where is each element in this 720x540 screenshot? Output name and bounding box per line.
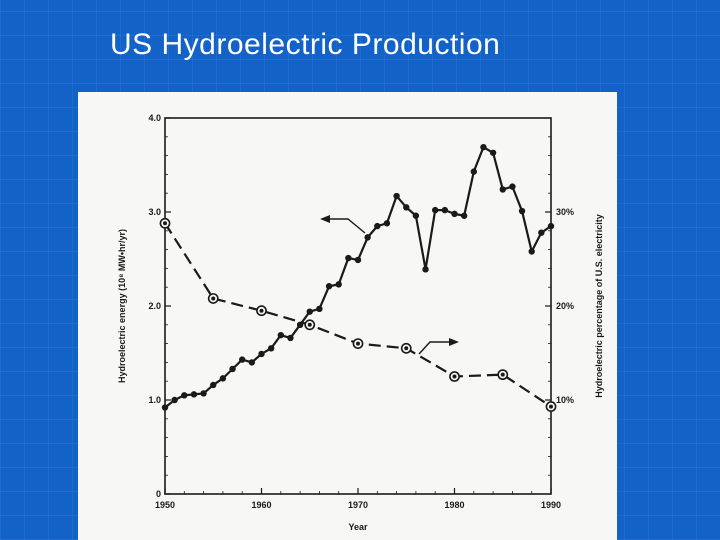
- hydro-energy-point: [547, 222, 555, 230]
- y-right-tick-label: 30%: [556, 207, 574, 217]
- right-axis-arrow-head: [449, 338, 459, 346]
- hydro-energy-point: [470, 168, 477, 175]
- x-tick-label: 1970: [348, 500, 368, 510]
- hydro-energy-point: [171, 396, 178, 404]
- hydro-percentage-point: [163, 221, 167, 226]
- hydro-chart: 1950 1960 1970 1980 1990 0 1.0 2.0 3.0 4.0 10% 20% 3…: [117, 113, 604, 532]
- hydro-energy-point: [277, 331, 284, 339]
- hydro-energy-point: [190, 391, 198, 398]
- hydro-energy-point: [161, 404, 169, 411]
- hydro-energy-point: [393, 192, 400, 200]
- x-tick-label: 1950: [155, 500, 175, 510]
- left-axis-arrow-head: [320, 215, 330, 223]
- x-tick-label: 1960: [251, 500, 271, 510]
- slide-title: US Hydroelectric Production: [110, 28, 501, 61]
- y-tick-label: 4.0: [148, 113, 161, 123]
- hydro-energy-line: [164, 146, 552, 409]
- hydro-energy-point: [480, 143, 487, 151]
- y-axis-title-right: Hydroelectric percentage of U.S. electri…: [594, 214, 604, 398]
- plot-frame: [164, 117, 552, 495]
- hydro-energy-point: [528, 248, 535, 255]
- hydro-percentage-point: [356, 341, 360, 346]
- right-axis-arrow-shaft: [418, 341, 456, 355]
- y-tick-label: 2.0: [148, 301, 161, 311]
- series-arrows: [320, 215, 459, 355]
- y-right-tick-label: 10%: [556, 395, 574, 405]
- chart-figure: 1950 1960 1970 1980 1990 0 1.0 2.0 3.0 4.0 10% 20% 3…: [78, 92, 617, 540]
- hydro-percentage-point: [500, 372, 505, 377]
- hydro-energy-point: [518, 207, 526, 215]
- hydro-energy-point: [489, 149, 497, 156]
- hydro-energy-point: [412, 212, 420, 219]
- y-tick-label: 1.0: [148, 395, 161, 405]
- hydro-energy-point: [354, 256, 362, 264]
- hydro-energy-point: [364, 234, 371, 241]
- hydro-energy-point: [316, 305, 323, 313]
- hydro-percentage-point: [404, 346, 409, 351]
- y-right-tick-label: 20%: [556, 301, 574, 311]
- hydro-energy-point: [248, 359, 256, 366]
- hydro-energy-point: [345, 254, 352, 262]
- hydro-energy-point: [499, 186, 506, 193]
- hydro-energy-point: [239, 356, 246, 363]
- hydro-percentage-point: [259, 308, 264, 313]
- hydro-energy-point: [287, 334, 294, 342]
- hydro-energy-point: [509, 183, 516, 190]
- hydro-energy-point: [219, 375, 227, 382]
- hydro-energy-point: [383, 220, 391, 227]
- series-hydro-percentage: [159, 217, 557, 412]
- hydro-energy-point: [403, 204, 410, 211]
- hydro-percentage-point: [452, 374, 457, 379]
- hydro-energy-point: [460, 212, 468, 219]
- hydro-energy-point: [258, 350, 265, 358]
- hydro-energy-point: [181, 392, 188, 399]
- hydro-energy-point: [325, 283, 333, 290]
- hydro-energy-point: [200, 390, 207, 397]
- y-tick-label: 3.0: [148, 207, 161, 217]
- hydro-energy-point: [306, 308, 313, 315]
- hydro-percentage-point: [211, 296, 216, 301]
- hydro-energy-point: [441, 206, 449, 214]
- hydro-percentage-point: [549, 404, 553, 409]
- hydro-energy-point: [432, 206, 439, 214]
- hydro-energy-point: [210, 381, 217, 389]
- hydro-energy-point: [229, 365, 236, 373]
- hydro-energy-point: [374, 222, 381, 230]
- series-hydro-energy: [161, 143, 555, 411]
- chart-axes: [164, 117, 552, 495]
- hydro-energy-point: [267, 345, 275, 352]
- y-tick-label: 0: [156, 489, 161, 499]
- x-axis-title: Year: [348, 522, 368, 532]
- hydro-energy-point: [451, 210, 458, 218]
- hydro-energy-point: [422, 266, 429, 273]
- hydro-energy-point: [538, 229, 545, 236]
- x-tick-label: 1990: [541, 500, 561, 510]
- y-axis-title-left: Hydroelectric energy (10⁸ MW•hr/yr): [117, 229, 127, 383]
- hydro-percentage-point: [307, 322, 312, 327]
- chart-ticks: 1950 1960 1970 1980 1990 0 1.0 2.0 3.0 4.0 10% 20% 3…: [148, 113, 574, 510]
- left-axis-arrow-shaft: [323, 218, 366, 234]
- hydro-energy-point: [335, 281, 342, 288]
- x-tick-label: 1980: [444, 500, 464, 510]
